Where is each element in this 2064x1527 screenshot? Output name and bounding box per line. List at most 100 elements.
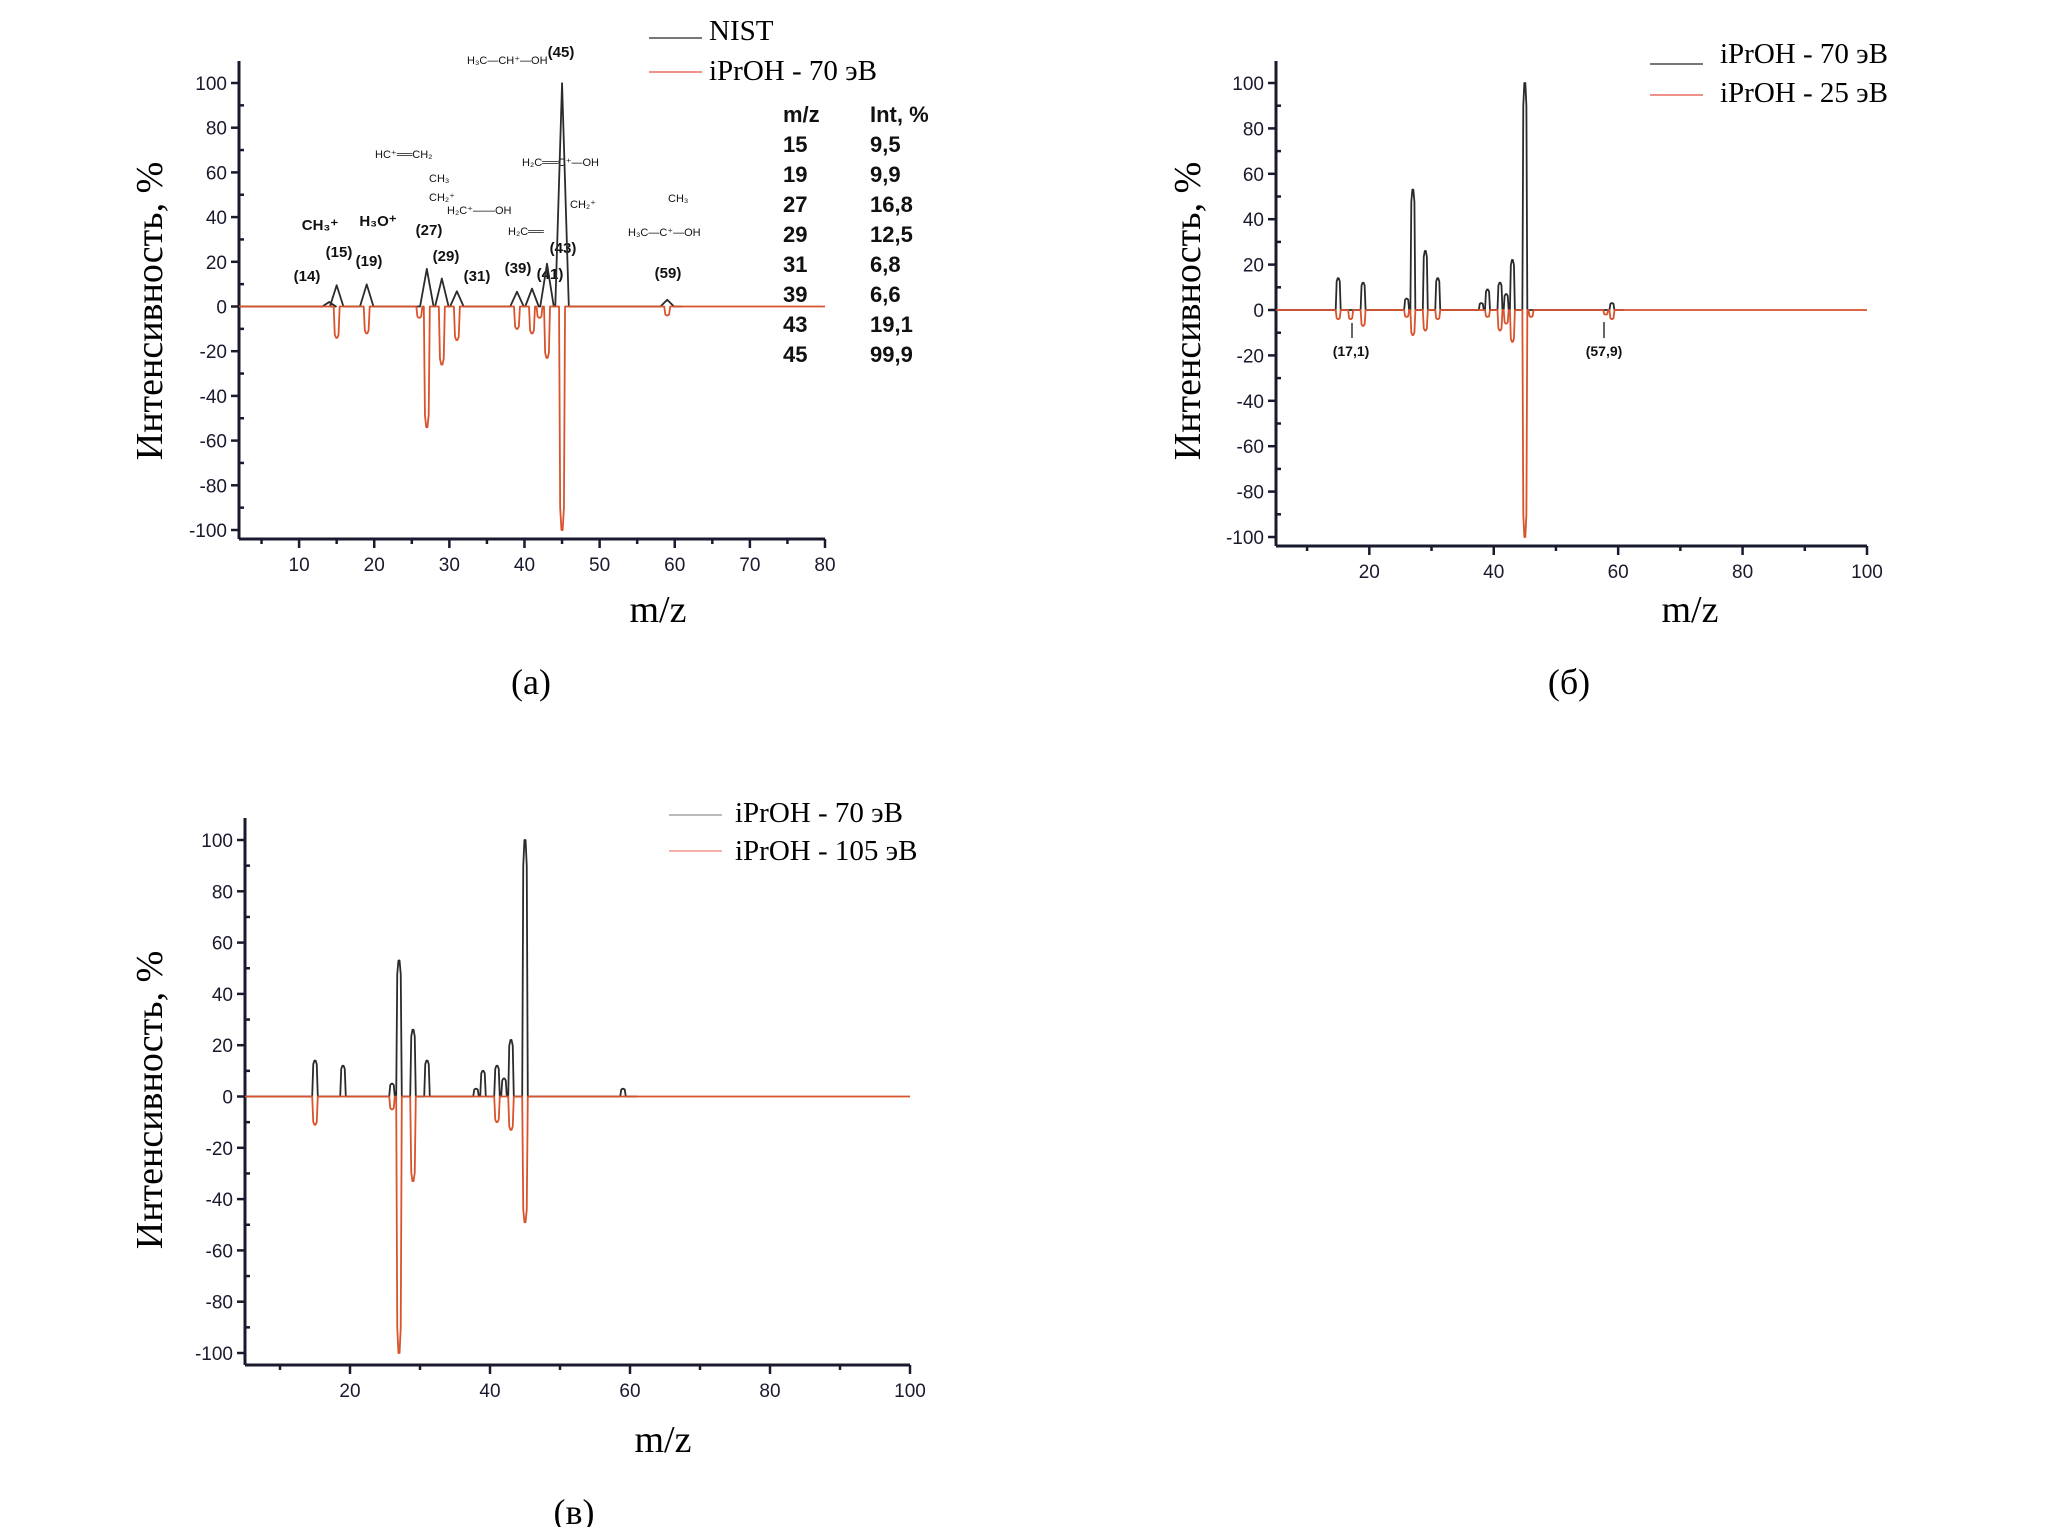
chart-panel-c: Интенсивность, % m/z (в) iPrOH - 70 эВ i… <box>129 797 926 1527</box>
table-cell-mz: 45 <box>783 342 807 367</box>
data-point <box>1362 281 1364 284</box>
data-point <box>1611 318 1613 320</box>
peak-label: (59) <box>655 265 682 282</box>
data-point <box>418 316 421 319</box>
data-point <box>426 426 428 428</box>
x-axis-label: m/z <box>630 589 687 631</box>
y-tick-label: -100 <box>1226 528 1264 549</box>
x-tick-label: 60 <box>619 1381 640 1402</box>
data-point <box>622 1088 624 1090</box>
peak-label: (19) <box>356 253 383 270</box>
table-cell-mz: 39 <box>783 282 807 307</box>
data-point <box>531 287 533 290</box>
data-point <box>516 328 518 330</box>
x-tick-label: 100 <box>894 1381 926 1402</box>
data-point <box>1604 313 1607 316</box>
data-point <box>456 290 458 293</box>
data-point <box>412 1180 414 1182</box>
data-point <box>1337 277 1340 280</box>
data-point <box>1505 293 1507 295</box>
data-point <box>398 1352 400 1354</box>
data-point <box>475 1088 477 1090</box>
panel-caption: (a) <box>511 662 551 702</box>
data-point <box>482 1070 484 1072</box>
data-point <box>456 339 458 341</box>
peak-label: (14) <box>294 268 321 285</box>
ion-structure: HC⁺══CH₂ <box>375 149 432 161</box>
y-tick-label: 100 <box>201 831 233 852</box>
y-tick-label: -60 <box>200 432 227 453</box>
annotation-label: (57,9) <box>1586 343 1623 359</box>
ion-structure: CH₃ <box>429 173 449 185</box>
y-tick-label: -20 <box>200 342 227 363</box>
legend-label-iproh-70: iPrOH - 70 эВ <box>1720 38 1888 70</box>
data-point <box>1436 318 1439 320</box>
ion-structure: CH₃ <box>668 193 688 205</box>
legend-label-iproh-70: iPrOH - 70 эВ <box>709 55 877 87</box>
y-tick-label: -40 <box>200 387 227 408</box>
ion-structure: H₂C══ <box>508 226 544 238</box>
x-tick-label: 40 <box>1483 562 1504 583</box>
y-tick-label: 80 <box>206 119 227 140</box>
y-tick-label: -100 <box>189 521 227 542</box>
x-tick-label: 30 <box>439 555 460 576</box>
peak-label: (43) <box>550 240 577 257</box>
data-point <box>365 283 368 286</box>
data-point <box>398 959 400 962</box>
table-header: m/z <box>783 102 820 127</box>
data-point <box>1337 318 1340 320</box>
data-point <box>1499 281 1501 284</box>
series-line-red <box>239 305 825 531</box>
table-cell-int: 19,1 <box>870 312 913 337</box>
x-tick-label: 80 <box>1732 562 1753 583</box>
y-tick-label: 0 <box>1253 301 1264 322</box>
y-tick-label: 0 <box>216 298 227 319</box>
y-tick-label: 20 <box>206 253 227 274</box>
y-tick-label: 80 <box>212 882 233 903</box>
y-axis-label: Интенсивность, % <box>1167 162 1209 460</box>
data-point <box>524 1221 526 1223</box>
data-point <box>1412 334 1414 336</box>
data-point <box>531 332 533 335</box>
y-tick-label: -20 <box>1237 346 1264 367</box>
x-tick-label: 50 <box>589 555 610 576</box>
peak-label: (39) <box>505 260 532 277</box>
x-axis-label: m/z <box>1662 589 1719 631</box>
data-point <box>510 1039 512 1041</box>
data-point <box>1436 277 1439 280</box>
legend-label-iproh-105: iPrOH - 105 эВ <box>735 835 917 867</box>
y-tick-label: 60 <box>212 934 233 955</box>
table-cell-mz: 19 <box>783 162 807 187</box>
x-tick-label: 100 <box>1851 562 1883 583</box>
legend-label-iproh-70: iPrOH - 70 эВ <box>735 797 903 829</box>
y-tick-label: 40 <box>212 985 233 1006</box>
data-point <box>503 1077 505 1080</box>
data-point <box>546 263 548 265</box>
chart-panel-a: Интенсивность, % m/z (a) NIST iPrOH - 70… <box>129 15 929 702</box>
x-tick-label: 70 <box>739 555 760 576</box>
data-point <box>1486 288 1489 291</box>
table-cell-mz: 43 <box>783 312 807 337</box>
table-cell-int: 6,6 <box>870 282 901 307</box>
data-point <box>1511 259 1514 261</box>
y-tick-label: 40 <box>206 208 227 229</box>
y-tick-label: -40 <box>206 1190 233 1211</box>
table-cell-mz: 31 <box>783 252 807 277</box>
data-point <box>1424 250 1427 252</box>
data-point <box>335 284 338 287</box>
data-point <box>561 82 563 85</box>
data-point <box>1499 329 1501 332</box>
data-point <box>496 1064 498 1067</box>
y-tick-label: -20 <box>206 1139 233 1160</box>
table-cell-mz: 29 <box>783 222 807 247</box>
table-cell-int: 16,8 <box>870 192 913 217</box>
table-cell-mz: 27 <box>783 192 807 217</box>
data-point <box>412 1029 414 1031</box>
data-point <box>1505 322 1507 325</box>
x-tick-label: 20 <box>339 1381 360 1402</box>
peak-label: (29) <box>433 248 460 265</box>
ion-structure: H₂C⁺——OH <box>447 205 512 217</box>
y-axis-label: Интенсивность, % <box>129 951 171 1249</box>
data-point <box>314 1123 316 1126</box>
